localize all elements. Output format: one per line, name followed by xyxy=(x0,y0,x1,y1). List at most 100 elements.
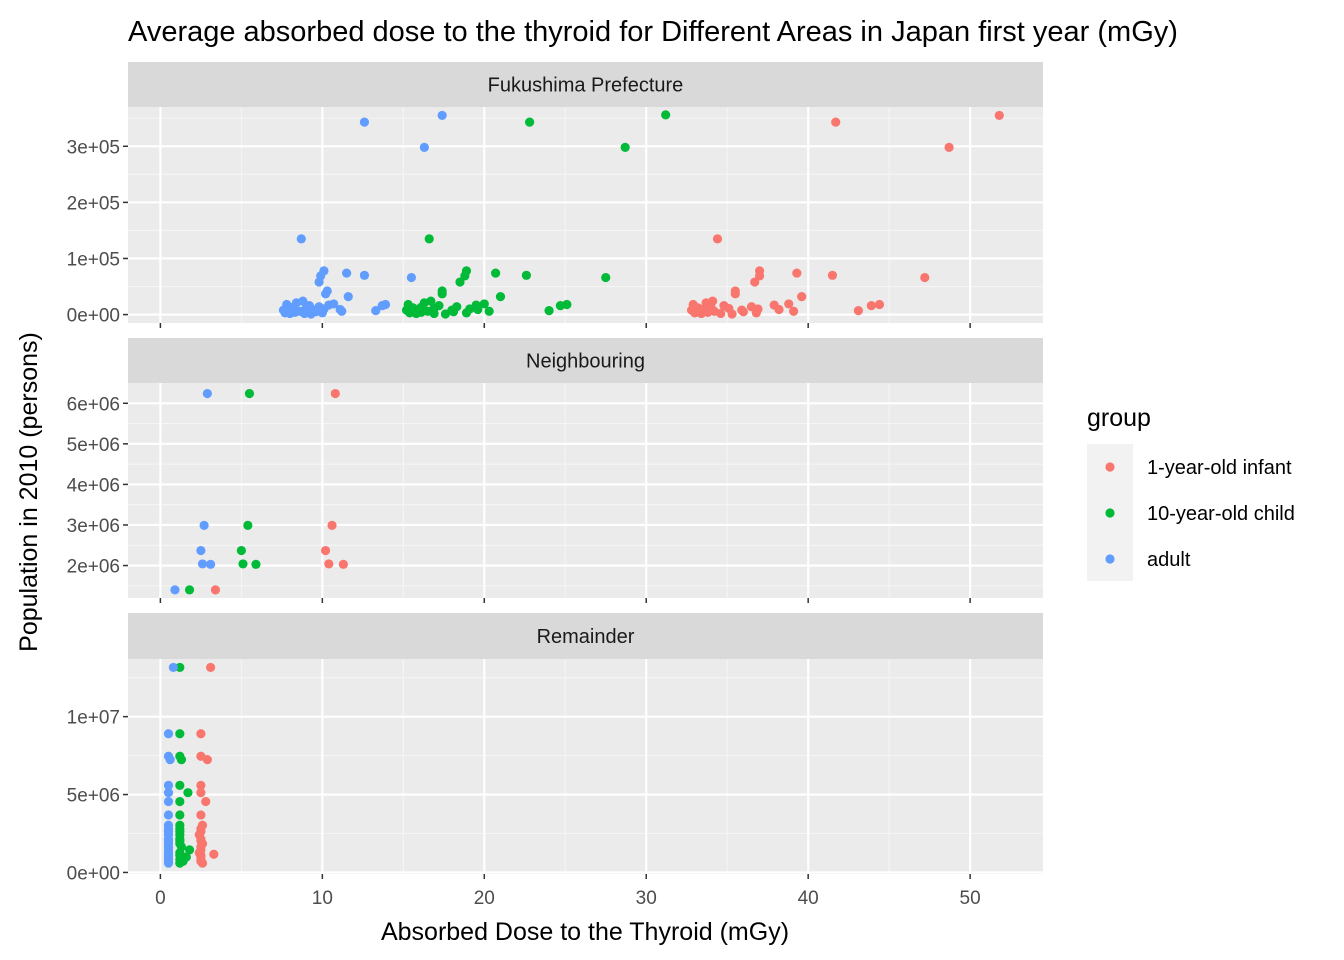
x-tick-label: 0 xyxy=(155,888,166,909)
x-tick-label: 30 xyxy=(636,888,657,909)
data-point xyxy=(165,755,175,765)
data-point xyxy=(163,780,174,790)
data-point xyxy=(175,796,185,807)
data-point xyxy=(202,388,212,399)
y-tick-label: 2e+05 xyxy=(67,193,120,214)
data-point xyxy=(236,545,246,556)
x-tick-label: 50 xyxy=(960,888,981,909)
data-point xyxy=(406,272,417,283)
data-point xyxy=(994,110,1004,121)
data-point xyxy=(324,559,334,569)
x-tick-label: 10 xyxy=(312,888,333,909)
data-point xyxy=(730,289,740,299)
data-point xyxy=(278,305,289,315)
data-point xyxy=(831,117,841,127)
data-point xyxy=(314,277,324,287)
data-point xyxy=(196,545,206,556)
data-point xyxy=(774,304,784,315)
facet-strip xyxy=(128,338,1043,383)
data-point xyxy=(525,117,535,127)
data-point xyxy=(544,306,554,316)
legend-label: 1-year-old infant xyxy=(1147,457,1292,479)
series-adult xyxy=(278,110,447,319)
y-axis-label: Population in 2010 (persons) xyxy=(15,332,43,652)
data-point xyxy=(693,303,703,313)
data-point xyxy=(784,299,794,309)
y-tick-label: 0e+00 xyxy=(67,306,120,327)
data-point xyxy=(797,292,807,302)
series-adult xyxy=(170,388,216,595)
y-tick-label: 2e+06 xyxy=(67,557,120,578)
legend: group 1-year-old infant 10-year-old child a… xyxy=(1087,404,1295,581)
data-point xyxy=(197,559,208,569)
data-point xyxy=(944,142,954,152)
data-point xyxy=(168,662,178,673)
data-point xyxy=(286,303,297,313)
data-point xyxy=(419,142,429,152)
data-point xyxy=(661,110,671,120)
data-point xyxy=(754,271,765,281)
data-point xyxy=(371,306,381,316)
data-point xyxy=(429,308,439,319)
data-point xyxy=(491,268,501,278)
facet-1: Fukushima Prefecture 0e+00 1e+05 2e+05 3e+05 xyxy=(67,62,1043,328)
data-point xyxy=(473,304,483,315)
data-point xyxy=(196,780,206,790)
data-point xyxy=(479,299,489,309)
series-1-year-old-infant xyxy=(210,388,348,595)
data-point xyxy=(555,301,565,311)
series-10-year-old-child xyxy=(401,110,671,319)
y-tick-label: 1e+05 xyxy=(67,249,120,270)
data-point xyxy=(201,796,211,807)
data-point xyxy=(205,559,216,569)
data-point xyxy=(737,305,747,315)
y-tick-label: 6e+06 xyxy=(67,394,120,415)
data-point xyxy=(330,388,340,399)
y-tick-label: 3e+05 xyxy=(67,137,120,158)
y-tick-label: 5e+06 xyxy=(67,435,120,456)
data-point xyxy=(205,662,216,673)
series-10-year-old-child xyxy=(184,388,261,595)
data-point xyxy=(317,308,327,318)
data-point xyxy=(320,545,331,556)
legend-key xyxy=(1105,554,1115,564)
data-point xyxy=(327,520,337,530)
data-point xyxy=(716,308,726,319)
data-point xyxy=(866,301,876,311)
data-point xyxy=(424,234,434,244)
y-tick-label: 1e+07 xyxy=(67,708,120,729)
data-point xyxy=(359,270,370,280)
data-point xyxy=(196,729,206,739)
data-point xyxy=(377,301,387,311)
data-point xyxy=(426,296,436,306)
data-point xyxy=(163,729,174,739)
data-point xyxy=(792,268,802,278)
x-axis-label: Absorbed Dose to the Thyroid (mGy) xyxy=(381,918,789,946)
facet-strip-label: Remainder xyxy=(537,626,635,648)
data-point xyxy=(521,270,531,280)
data-point xyxy=(176,755,187,765)
data-point xyxy=(170,585,180,595)
data-point xyxy=(251,559,261,569)
y-tick-label: 4e+06 xyxy=(67,475,120,496)
legend-key xyxy=(1105,462,1115,472)
data-point xyxy=(437,289,447,299)
data-point xyxy=(338,559,348,569)
data-point xyxy=(175,858,185,868)
data-point xyxy=(359,117,370,127)
series-adult xyxy=(163,662,178,868)
data-point xyxy=(163,858,174,868)
data-point xyxy=(460,271,470,281)
data-point xyxy=(789,306,799,316)
data-point xyxy=(320,289,331,299)
facet-strip xyxy=(128,62,1043,107)
data-point xyxy=(437,110,447,121)
data-point xyxy=(712,234,723,244)
data-point xyxy=(298,296,308,306)
panel-background xyxy=(128,107,1043,323)
data-point xyxy=(920,272,930,283)
facet-3: Remainder 0e+00 5e+06 1e+07 xyxy=(67,613,1043,884)
data-point xyxy=(343,292,353,302)
data-point xyxy=(184,845,195,855)
